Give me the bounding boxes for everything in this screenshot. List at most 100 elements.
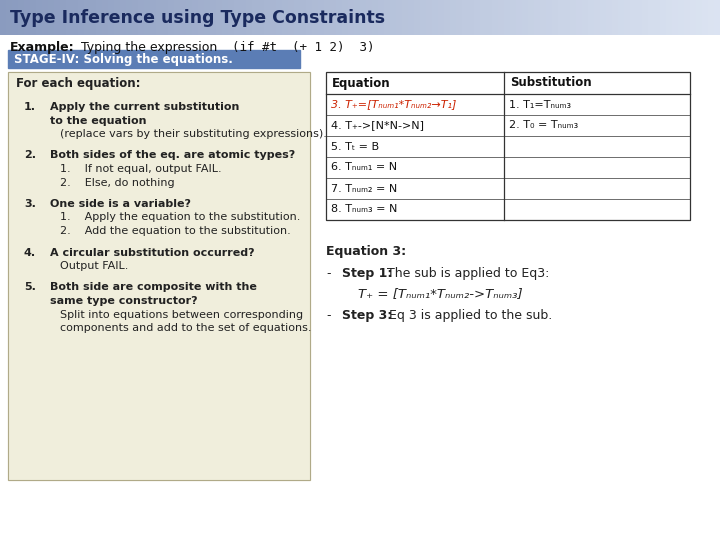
Bar — [450, 0, 457, 35]
Text: 1. T₁=Tₙᵤₘ₃: 1. T₁=Tₙᵤₘ₃ — [509, 99, 571, 110]
Bar — [510, 0, 517, 35]
Bar — [486, 0, 493, 35]
Bar — [432, 0, 439, 35]
Bar — [540, 0, 547, 35]
Bar — [462, 0, 469, 35]
Bar — [216, 0, 223, 35]
Bar — [696, 0, 703, 35]
Bar — [576, 0, 583, 35]
Bar — [96, 0, 103, 35]
Bar — [648, 0, 655, 35]
Bar — [570, 0, 577, 35]
Text: Typing the expression: Typing the expression — [73, 42, 221, 55]
Text: 2.    Else, do nothing: 2. Else, do nothing — [60, 178, 175, 187]
Bar — [132, 0, 139, 35]
Bar — [582, 0, 589, 35]
Text: Substitution: Substitution — [510, 77, 592, 90]
Bar — [240, 0, 247, 35]
Bar — [204, 0, 211, 35]
Bar — [120, 0, 127, 35]
Bar — [678, 0, 685, 35]
Bar — [312, 0, 319, 35]
Bar — [102, 0, 109, 35]
Bar — [408, 0, 415, 35]
Text: 2.: 2. — [24, 151, 36, 160]
Text: Equation: Equation — [332, 77, 391, 90]
Bar — [384, 0, 391, 35]
Bar — [324, 0, 331, 35]
Text: Both sides of the eq. are atomic types?: Both sides of the eq. are atomic types? — [50, 151, 295, 160]
Bar — [210, 0, 217, 35]
Text: Both side are composite with the: Both side are composite with the — [50, 282, 257, 293]
Text: For each equation:: For each equation: — [16, 78, 140, 91]
Bar — [8, 72, 310, 480]
Text: Output FAIL.: Output FAIL. — [60, 261, 128, 271]
Text: 3. T₊=[Tₙᵤₘ₁*Tₙᵤₘ₂→T₁]: 3. T₊=[Tₙᵤₘ₁*Tₙᵤₘ₂→T₁] — [331, 99, 456, 110]
Bar — [420, 0, 427, 35]
Bar — [48, 0, 55, 35]
Bar — [558, 0, 565, 35]
Text: Step 3:: Step 3: — [342, 309, 397, 322]
Text: to the equation: to the equation — [50, 116, 146, 125]
Bar — [354, 0, 361, 35]
Bar — [504, 0, 511, 35]
Bar — [498, 0, 505, 35]
Bar — [198, 0, 205, 35]
Bar — [714, 0, 720, 35]
Bar — [30, 0, 37, 35]
Bar — [612, 0, 619, 35]
Bar — [60, 0, 67, 35]
Bar — [546, 0, 553, 35]
Bar — [282, 0, 289, 35]
Text: Step 1:: Step 1: — [342, 267, 397, 280]
Bar — [186, 0, 193, 35]
Bar — [8, 72, 310, 480]
Bar — [642, 0, 649, 35]
Bar — [234, 0, 241, 35]
Bar — [326, 72, 690, 220]
Bar — [528, 0, 535, 35]
Text: A circular substitution occurred?: A circular substitution occurred? — [50, 247, 255, 258]
Bar — [126, 0, 133, 35]
Bar — [84, 0, 91, 35]
Bar — [666, 0, 673, 35]
Bar — [534, 0, 541, 35]
Bar — [246, 0, 253, 35]
Text: 1.: 1. — [24, 102, 36, 112]
Bar — [300, 0, 307, 35]
Bar — [138, 0, 145, 35]
Bar — [258, 0, 265, 35]
Bar — [306, 0, 313, 35]
Bar — [444, 0, 451, 35]
Bar — [264, 0, 271, 35]
Bar — [288, 0, 295, 35]
Bar — [594, 0, 601, 35]
Bar — [708, 0, 715, 35]
Bar — [252, 0, 259, 35]
Bar — [660, 0, 667, 35]
Text: 5. Tₜ = B: 5. Tₜ = B — [331, 141, 379, 152]
Bar — [342, 0, 349, 35]
Text: 7. Tₙᵤₘ₂ = N: 7. Tₙᵤₘ₂ = N — [331, 184, 397, 193]
Text: The sub is applied to Eq3:: The sub is applied to Eq3: — [387, 267, 549, 280]
Text: Example:: Example: — [10, 42, 75, 55]
Bar — [564, 0, 571, 35]
Bar — [326, 72, 690, 94]
Bar — [390, 0, 397, 35]
Bar — [156, 0, 163, 35]
Bar — [606, 0, 613, 35]
Bar — [492, 0, 499, 35]
Text: -: - — [326, 267, 330, 280]
Bar — [222, 0, 229, 35]
Text: Apply the current substitution: Apply the current substitution — [50, 102, 239, 112]
Bar — [162, 0, 169, 35]
Bar — [624, 0, 631, 35]
Bar — [456, 0, 463, 35]
Bar — [372, 0, 379, 35]
Text: 8. Tₙᵤₘ₃ = N: 8. Tₙᵤₘ₃ = N — [331, 205, 397, 214]
Text: T₊ = [Tₙᵤₘ₁*Tₙᵤₘ₂->Tₙᵤₘ₃]: T₊ = [Tₙᵤₘ₁*Tₙᵤₘ₂->Tₙᵤₘ₃] — [358, 287, 523, 300]
Bar — [66, 0, 73, 35]
Text: Equation 3:: Equation 3: — [326, 245, 406, 258]
Bar — [108, 0, 115, 35]
Text: Split into equations between corresponding: Split into equations between correspondi… — [60, 309, 303, 320]
